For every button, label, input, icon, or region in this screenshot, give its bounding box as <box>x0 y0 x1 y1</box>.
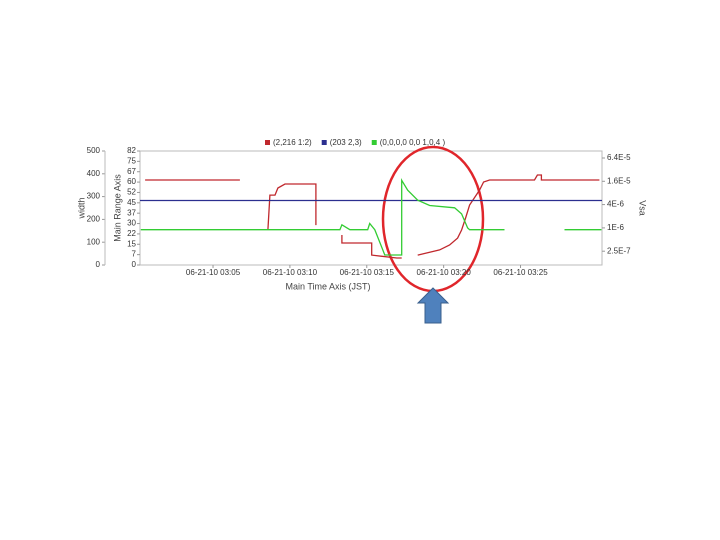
y2-axis-title: Vsa <box>638 200 648 216</box>
plot-frame <box>139 150 603 266</box>
legend: (2,216 1:2) (203 2,3) (0,0,0,0 0,0 1,0,4 ) <box>265 138 445 147</box>
width-axis-title: width <box>76 197 86 219</box>
y-tick-label: 0 <box>132 260 137 269</box>
y2-tick-label: 1E-6 <box>607 223 624 232</box>
y-tick-label: 37 <box>127 208 136 217</box>
y-tick-label: 7 <box>132 250 137 259</box>
y-axis-title: Main Range Axis <box>112 174 122 242</box>
legend-swatch <box>371 140 377 145</box>
width-tick-label: 100 <box>87 237 101 246</box>
x-tick-label: 06-21-10 03:20 <box>417 268 472 277</box>
x-tick-label: 06-21-10 03:10 <box>263 268 318 277</box>
width-tick-label: 300 <box>87 192 101 201</box>
series-line <box>145 174 600 259</box>
y-tick-label: 15 <box>127 239 136 248</box>
y-tick-label: 30 <box>127 219 136 228</box>
y-tick-label: 52 <box>127 188 136 197</box>
width-tick-label: 400 <box>87 169 101 178</box>
legend-label: (203 2,3) <box>330 138 362 147</box>
width-tick-label: 0 <box>96 260 101 269</box>
legend-swatch <box>321 140 327 145</box>
x-tick-label: 06-21-10 03:15 <box>340 268 395 277</box>
y2-tick-label: 6.4E-5 <box>607 153 631 162</box>
x-tick-label: 06-21-10 03:25 <box>493 268 548 277</box>
width-tick-label: 200 <box>87 215 101 224</box>
series-line <box>140 177 602 256</box>
y-tick-label: 82 <box>127 146 136 155</box>
pointer-arrow <box>416 287 450 324</box>
y-tick-label: 67 <box>127 167 136 176</box>
y2-tick-label: 1.6E-5 <box>607 176 631 185</box>
x-tick-label: 06-21-10 03:05 <box>186 268 241 277</box>
y2-tick-label: 4E-6 <box>607 200 624 209</box>
legend-label: (2,216 1:2) <box>273 138 312 147</box>
y-tick-label: 60 <box>127 177 136 186</box>
legend-swatch <box>265 140 270 145</box>
y-tick-label: 22 <box>127 229 136 238</box>
y-tick-label: 45 <box>127 198 136 207</box>
x-axis-title: Main Time Axis (JST) <box>285 281 370 291</box>
y-tick-label: 75 <box>127 156 136 165</box>
width-tick-label: 500 <box>87 146 101 155</box>
legend-label: (0,0,0,0 0,0 1,0,4 ) <box>380 138 446 147</box>
y2-tick-label: 2.5E-7 <box>607 246 631 255</box>
